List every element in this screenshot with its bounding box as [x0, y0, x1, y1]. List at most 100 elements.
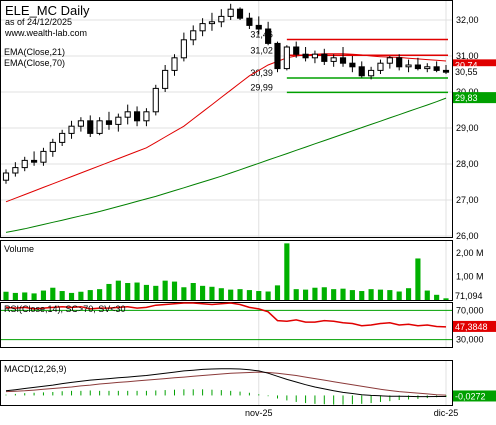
candle-body — [152, 87, 159, 113]
level-label: 30,39 — [250, 68, 273, 78]
volume-bar — [115, 280, 121, 300]
volume-bar — [246, 290, 252, 300]
volume-bar — [97, 289, 103, 300]
volume-bar — [31, 293, 37, 300]
candle-body — [414, 64, 421, 70]
price-tick-label: 32,00 — [456, 15, 479, 25]
last-price-tag: 30,55 — [455, 67, 478, 77]
x-tick-label: dic-25 — [434, 408, 459, 418]
candle-body — [330, 57, 337, 62]
candle-body — [283, 46, 290, 70]
last-price-tag-bg — [453, 66, 496, 78]
rsi-tick-label: 30,000 — [456, 335, 484, 345]
volume-bar — [368, 289, 374, 300]
volume-bar — [293, 289, 299, 300]
volume-bar — [40, 290, 47, 300]
volume-bar — [265, 291, 271, 300]
candle-body — [115, 116, 122, 125]
macd-title: MACD(12,26,9) — [4, 364, 67, 374]
ema70-last-tag: 29,83 — [455, 93, 478, 103]
candle-body — [162, 69, 169, 89]
rsi-last-tag: 47,3848 — [455, 322, 488, 332]
volume-bar — [171, 281, 178, 300]
candle-body — [21, 159, 28, 169]
ema21-last-tag: 30,74 — [455, 60, 478, 70]
volume-last-label: 71,094 — [455, 291, 483, 301]
axis-labels: 32,00 31,00 30,00 29,00 28,00 27,00 26,00 nov-2… — [245, 15, 484, 418]
price-tick-label: 30,00 — [456, 87, 479, 97]
volume-bar — [153, 285, 159, 300]
volume-bar — [237, 289, 243, 300]
candle-body — [293, 46, 300, 55]
rsi-tick-label: 70,000 — [456, 305, 484, 315]
volume-bar — [377, 289, 384, 300]
volume-bar — [143, 284, 149, 300]
volume-bar — [443, 298, 449, 300]
candle-body — [302, 53, 309, 59]
volume-bar — [209, 286, 215, 300]
candle-body — [87, 120, 94, 134]
volume-bar — [78, 291, 84, 300]
candle-body — [143, 111, 150, 122]
volume-bar — [340, 288, 346, 300]
candle-body — [180, 39, 187, 59]
ema-lines — [5, 53, 447, 233]
candle-body — [396, 57, 403, 68]
volume-bar — [274, 285, 281, 300]
volume-bar — [228, 289, 234, 300]
ema70-line — [5, 97, 447, 233]
candle-body — [255, 24, 262, 30]
volume-bar — [12, 292, 18, 300]
macd-last-tag: -0,0272 — [455, 391, 486, 401]
candle-body — [349, 62, 356, 68]
volume-bar — [387, 290, 393, 300]
price-tick-label: 28,00 — [456, 159, 479, 169]
candle-body — [339, 57, 347, 64]
candle-body — [386, 57, 393, 64]
volume-bar — [68, 292, 75, 300]
candle-body — [321, 53, 328, 62]
candle-body — [265, 28, 272, 44]
legend-ema21: EMA(Close,21) — [4, 47, 65, 57]
volume-tick-label: 1,00 M — [456, 271, 484, 281]
x-tick-label: nov-25 — [245, 408, 273, 418]
candle-body — [377, 62, 384, 71]
macd-last-tag-bg — [453, 390, 496, 402]
candle-body — [105, 120, 113, 125]
volume-bar — [321, 287, 327, 300]
candle-body — [227, 8, 234, 17]
candle-body — [368, 69, 375, 77]
level-label: 29,99 — [250, 82, 273, 92]
volume-bar — [162, 280, 168, 300]
candle-body — [40, 150, 47, 163]
volume-bar — [134, 282, 140, 300]
macd-pane — [0, 360, 453, 406]
macd-series — [5, 368, 447, 405]
volume-bar — [200, 285, 206, 300]
candle-body — [199, 23, 206, 32]
macd-signal-line — [5, 371, 447, 396]
volume-bar — [331, 289, 337, 300]
volume-bar — [87, 290, 93, 300]
volume-bar — [256, 291, 262, 300]
price-tick-label: 26,00 — [456, 231, 479, 241]
ema21-line — [5, 53, 447, 203]
candle-body — [68, 125, 75, 134]
price-tick-label: 27,00 — [456, 195, 479, 205]
candle-body — [274, 42, 281, 70]
volume-bar — [303, 289, 309, 300]
candle-body — [358, 66, 365, 77]
volume-title: Volume — [4, 244, 34, 254]
candle-body — [59, 132, 66, 143]
volume-bar — [415, 258, 421, 300]
volume-bar — [190, 283, 196, 300]
candle-body — [424, 66, 431, 70]
volume-bars — [3, 243, 449, 300]
candle-body — [433, 66, 440, 71]
volume-bar — [181, 287, 187, 300]
volume-bar — [405, 288, 412, 300]
volume-pane — [0, 240, 453, 301]
volume-bar — [106, 283, 112, 300]
